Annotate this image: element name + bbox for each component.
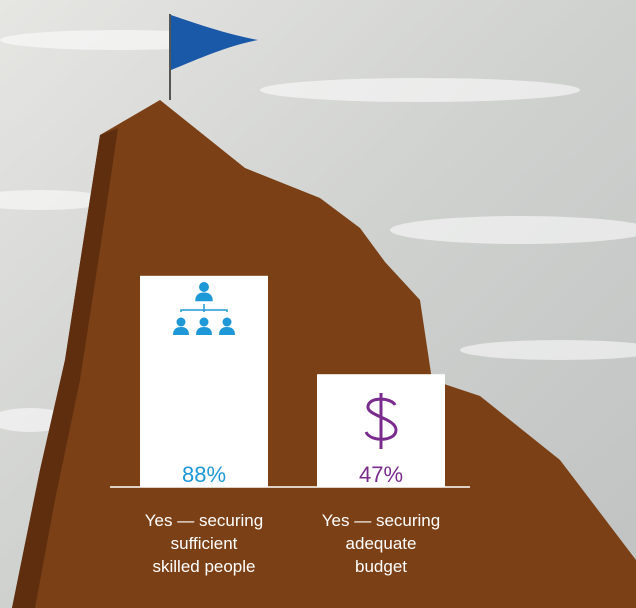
value-label: 47%	[359, 462, 403, 487]
category-label: Yes — securing sufficient skilled people	[119, 509, 289, 578]
value-label: 88%	[182, 462, 226, 487]
infographic: 88% 47% Yes — securing sufficient skilled…	[0, 0, 636, 608]
category-label: Yes — securing adequate budget	[296, 509, 466, 578]
